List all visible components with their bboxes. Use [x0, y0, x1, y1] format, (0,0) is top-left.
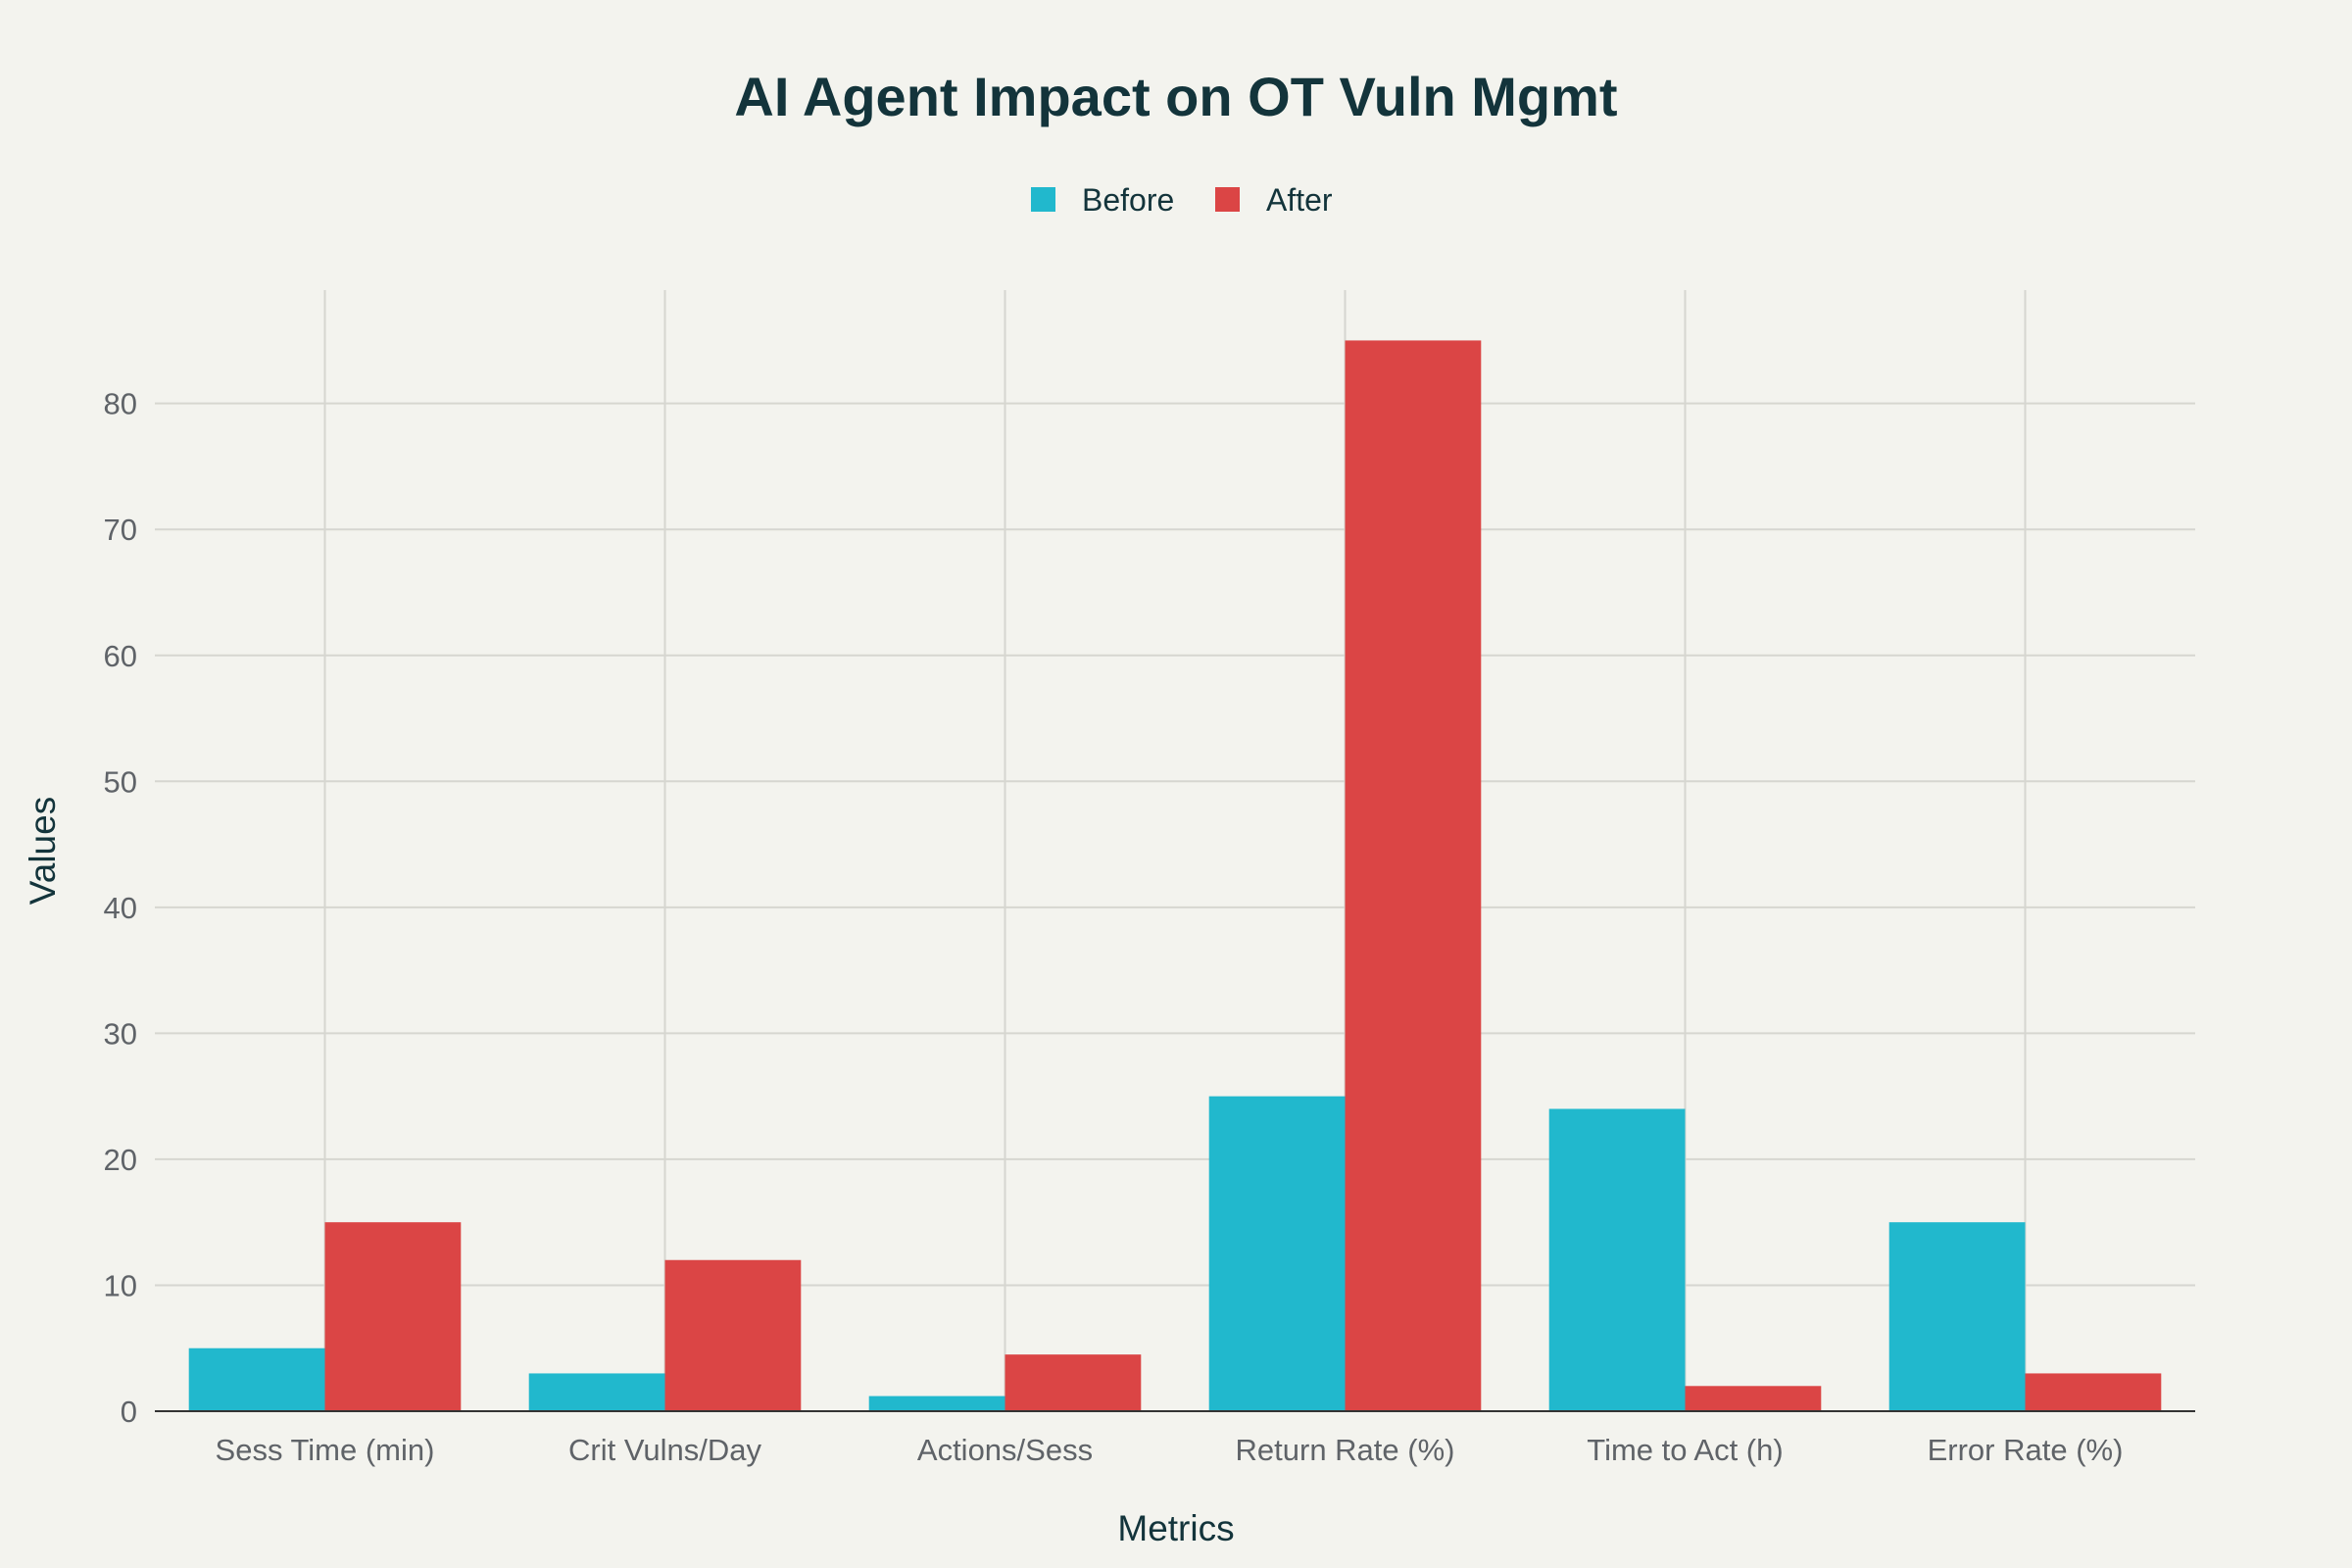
legend-label-after: After — [1266, 182, 1333, 218]
y-tick-label: 40 — [104, 891, 137, 925]
bar-after-1 — [324, 1222, 462, 1411]
bar-after-4 — [1345, 340, 1482, 1411]
x-tick-label: Time to Act (h) — [1587, 1433, 1783, 1467]
legend-label-before: Before — [1082, 182, 1174, 218]
y-tick-label: 10 — [104, 1268, 137, 1302]
legend-swatch-after — [1215, 187, 1240, 212]
bar-after-6 — [2025, 1373, 2162, 1411]
legend-swatch-before — [1031, 187, 1055, 212]
bar-before-2 — [528, 1373, 665, 1411]
bar-after-3 — [1004, 1354, 1142, 1411]
y-tick-label: 20 — [104, 1143, 137, 1177]
x-axis-title: Metrics — [1117, 1508, 1234, 1548]
y-tick-label: 50 — [104, 764, 137, 799]
x-tick-label: Sess Time (min) — [216, 1433, 435, 1467]
y-tick-label: 30 — [104, 1016, 137, 1051]
bar-before-5 — [1548, 1108, 1686, 1411]
y-axis-title: Values — [23, 797, 63, 905]
chart-title: AI Agent Impact on OT Vuln Mgmt — [734, 66, 1617, 127]
y-tick-label: 60 — [104, 639, 137, 673]
y-tick-label: 80 — [104, 387, 137, 421]
legend: Before After — [1031, 182, 1333, 218]
x-tick-label: Return Rate (%) — [1236, 1433, 1455, 1467]
bar-after-2 — [664, 1259, 802, 1411]
x-tick-label: Error Rate (%) — [1928, 1433, 2124, 1467]
axes: 0 10 20 30 40 50 60 70 80 Sess Time (min) Crit Vul… — [104, 387, 2195, 1467]
y-tick-label: 70 — [104, 513, 137, 547]
x-tick-label: Actions/Sess — [917, 1433, 1093, 1467]
bar-before-3 — [868, 1396, 1005, 1411]
x-tick-label: Crit Vulns/Day — [568, 1433, 761, 1467]
bar-before-1 — [188, 1348, 325, 1411]
bar-before-4 — [1208, 1096, 1346, 1411]
bar-after-5 — [1685, 1386, 1822, 1411]
y-tick-label: 0 — [121, 1395, 137, 1429]
bar-before-6 — [1888, 1222, 2026, 1411]
bars — [188, 340, 2162, 1411]
